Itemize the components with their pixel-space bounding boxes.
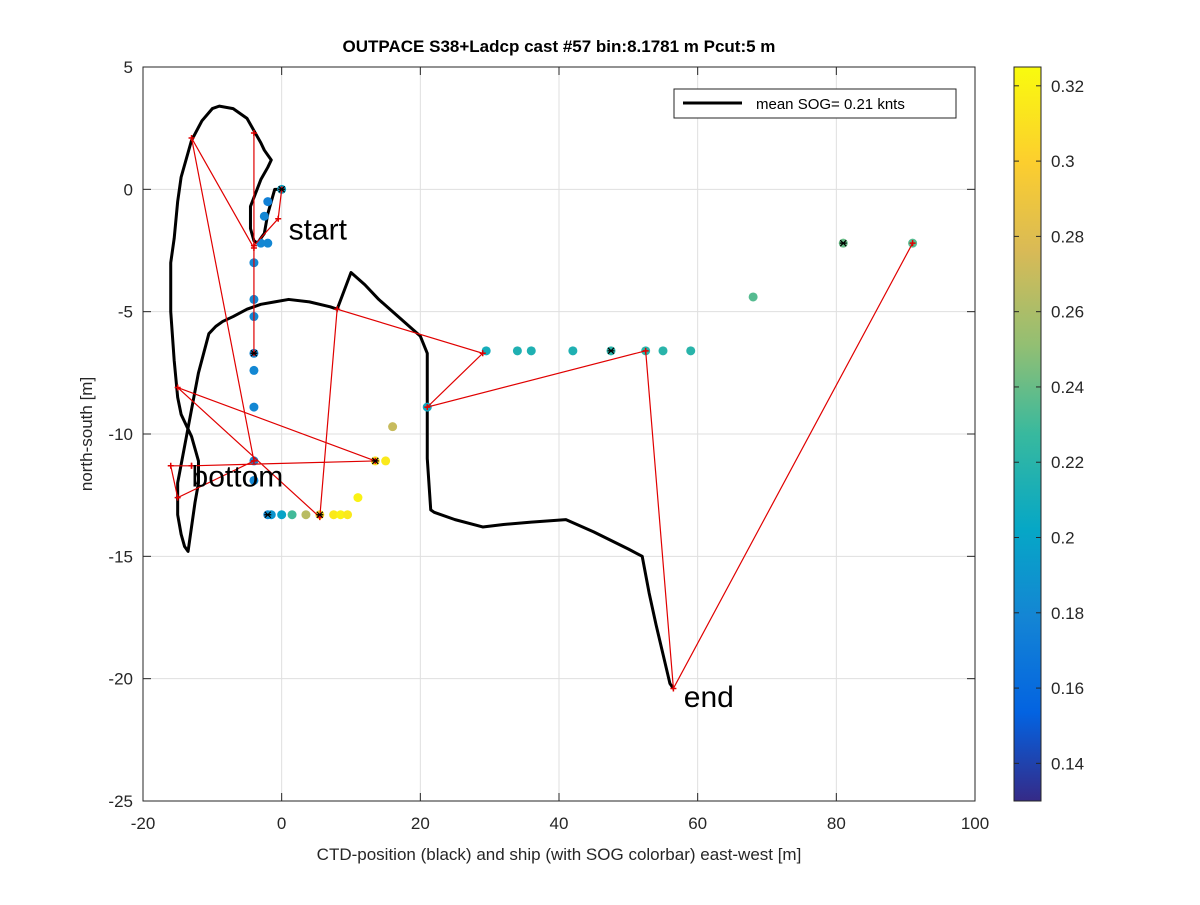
y-tick-label: 5 xyxy=(124,58,133,77)
annotation-start: start xyxy=(289,213,348,246)
y-tick-label: 0 xyxy=(124,180,133,199)
y-tick-label: -15 xyxy=(108,547,133,566)
red-marker xyxy=(250,245,257,252)
red-marker xyxy=(167,462,174,469)
red-marker xyxy=(642,347,649,354)
x-tick-label: 0 xyxy=(277,814,286,833)
red-marker xyxy=(479,350,486,357)
ship-point xyxy=(336,510,346,520)
annotation-end: end xyxy=(684,681,734,714)
black-marker xyxy=(839,239,847,247)
legend-label: mean SOG= 0.21 knts xyxy=(756,96,905,113)
black-marker xyxy=(264,511,272,519)
colorbar-tick-label: 0.3 xyxy=(1051,152,1075,171)
chart-title: OUTPACE S38+Ladcp cast #57 bin:8.1781 m … xyxy=(343,37,776,56)
colorbar-tick-label: 0.28 xyxy=(1051,227,1084,246)
red-markers xyxy=(167,130,916,692)
y-axis-label: north-south [m] xyxy=(77,377,96,491)
ship-point xyxy=(512,346,522,356)
ship-point xyxy=(658,346,668,356)
black-marker xyxy=(278,185,286,193)
x-tick-label: 20 xyxy=(411,814,430,833)
axis-ticks: -20 0 20 40 60 80 100 -25 -20 -15 -10 -5 0 5 xyxy=(108,58,989,833)
ship-point xyxy=(249,475,259,485)
red-marker xyxy=(174,494,181,501)
colorbar-tick-label: 0.24 xyxy=(1051,378,1084,397)
ship-point xyxy=(301,510,311,520)
red-marker xyxy=(334,306,341,313)
ship-point xyxy=(277,510,287,520)
ship-point xyxy=(526,346,536,356)
ship-point xyxy=(249,402,259,412)
y-tick-label: -10 xyxy=(108,425,133,444)
ship-point xyxy=(287,510,297,520)
ship-point xyxy=(388,422,398,432)
black-marker xyxy=(607,347,615,355)
red-marker xyxy=(250,457,257,464)
ship-point xyxy=(353,493,363,503)
ship-point xyxy=(568,346,578,356)
red-marker xyxy=(909,240,916,247)
red-marker xyxy=(188,462,195,469)
ship-point xyxy=(343,510,353,520)
ship-point xyxy=(686,346,696,356)
colorbar-tick-label: 0.14 xyxy=(1051,754,1084,773)
y-tick-label: -25 xyxy=(108,792,133,811)
red-link-line xyxy=(169,133,914,691)
ship-point xyxy=(249,365,259,375)
y-tick-label: -5 xyxy=(118,303,133,322)
black-marker xyxy=(316,511,324,519)
black-marker xyxy=(250,349,258,357)
plot-area xyxy=(167,104,918,692)
y-tick-label: -20 xyxy=(108,670,133,689)
colorbar-tick-label: 0.22 xyxy=(1051,453,1084,472)
ctd-track-line xyxy=(169,104,675,690)
red-marker xyxy=(174,384,181,391)
x-tick-label: 40 xyxy=(550,814,569,833)
ship-point xyxy=(381,456,391,466)
ship-points xyxy=(249,184,918,520)
x-tick-label: 80 xyxy=(827,814,846,833)
black-markers xyxy=(250,185,847,519)
colorbar-tick-label: 0.16 xyxy=(1051,679,1084,698)
x-tick-label: 100 xyxy=(961,814,989,833)
colorbar-tick-label: 0.2 xyxy=(1051,529,1075,548)
colorbar-ticks: 0.14 0.16 0.18 0.2 0.22 0.24 0.26 0.28 0.3 0.32 xyxy=(1014,77,1084,773)
black-marker xyxy=(371,457,379,465)
red-marker xyxy=(670,685,677,692)
legend-box xyxy=(673,88,957,119)
ship-point xyxy=(259,211,269,221)
ship-point xyxy=(263,197,273,207)
red-marker xyxy=(275,215,282,222)
colorbar-tick-label: 0.26 xyxy=(1051,303,1084,322)
colorbar-tick-label: 0.18 xyxy=(1051,604,1084,623)
colorbar: 0.14 0.16 0.18 0.2 0.22 0.24 0.26 0.28 0.3 0.32 xyxy=(1013,66,1084,802)
red-marker xyxy=(188,134,195,141)
red-marker xyxy=(250,130,257,137)
annotation-bottom: bottom xyxy=(192,461,284,494)
ship-point xyxy=(263,238,273,248)
x-tick-label: 60 xyxy=(688,814,707,833)
legend: mean SOG= 0.21 knts xyxy=(673,88,957,119)
x-tick-label: -20 xyxy=(131,814,156,833)
ship-point xyxy=(748,292,758,302)
ship-point xyxy=(256,238,266,248)
colorbar-gradient xyxy=(1013,66,1042,802)
ship-point xyxy=(329,510,339,520)
x-axis-label: CTD-position (black) and ship (with SOG … xyxy=(317,845,802,864)
red-marker xyxy=(424,404,431,411)
colorbar-tick-label: 0.32 xyxy=(1051,77,1084,96)
